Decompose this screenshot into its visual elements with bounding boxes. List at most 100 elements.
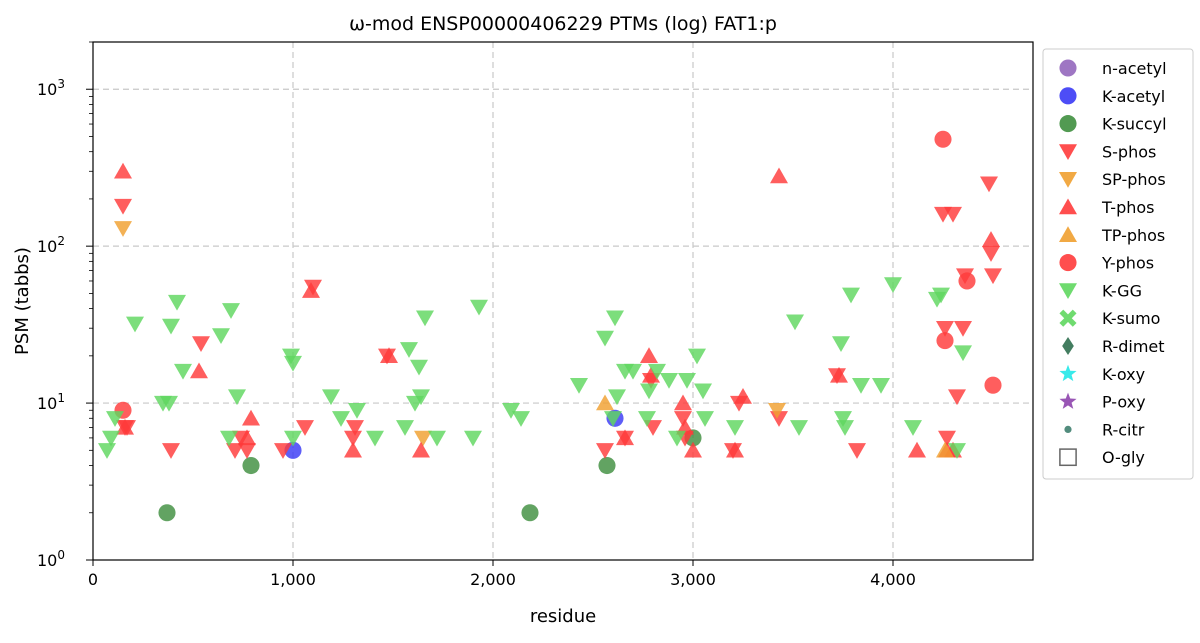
x-tick-label: 0 xyxy=(88,570,98,589)
point-k-gg xyxy=(640,383,658,400)
legend-item-k-gg: K-GG xyxy=(1059,281,1142,300)
legend-marker-p-oxy xyxy=(1059,392,1077,409)
y-tick-label: 101 xyxy=(37,391,65,413)
point-k-gg xyxy=(604,411,622,427)
point-s-phos xyxy=(770,411,788,427)
legend-marker-r-citr xyxy=(1064,425,1072,433)
point-y-phos xyxy=(934,130,952,148)
point-k-succyl xyxy=(598,456,616,475)
legend-label: K-acetyl xyxy=(1102,87,1165,106)
point-t-phos xyxy=(726,441,744,458)
legend-marker-k-acetyl xyxy=(1059,87,1077,105)
legend-label: O-gly xyxy=(1102,448,1145,467)
legend-label: S-phos xyxy=(1102,142,1156,161)
legend-marker-k-succyl xyxy=(1059,115,1077,133)
point-k-gg xyxy=(948,443,966,459)
point-s-phos xyxy=(948,389,966,406)
point-k-gg xyxy=(400,342,418,358)
legend-marker-k-oxy xyxy=(1059,364,1077,382)
legend-item-k-acetyl: K-acetyl xyxy=(1059,87,1165,106)
legend-label: Y-phos xyxy=(1101,254,1154,273)
point-k-gg xyxy=(668,430,686,447)
legend-item-s-phos: S-phos xyxy=(1059,142,1156,161)
point-k-gg xyxy=(872,377,890,394)
legend-label: R-citr xyxy=(1102,420,1145,439)
point-k-gg xyxy=(228,389,246,406)
y-tick-base: 10 xyxy=(37,394,57,413)
point-k-gg xyxy=(168,294,186,311)
x-axis-label: residue xyxy=(530,606,596,627)
point-t-phos xyxy=(982,231,1000,247)
point-t-phos xyxy=(676,418,694,435)
legend-marker-k-sumo xyxy=(1059,309,1077,327)
legend-label: T-phos xyxy=(1101,198,1155,217)
point-t-phos xyxy=(830,366,848,383)
chart-title: ω-mod ENSP00000406229 PTMs (log) FAT1:p xyxy=(349,13,777,35)
point-t-phos xyxy=(302,282,320,298)
data-points xyxy=(98,130,1002,522)
point-t-phos xyxy=(238,429,256,446)
legend-item-n-acetyl: n-acetyl xyxy=(1059,59,1167,78)
legend-label: K-succyl xyxy=(1102,115,1167,134)
point-k-gg xyxy=(726,420,744,436)
point-k-gg xyxy=(904,420,922,436)
point-t-phos xyxy=(114,162,132,179)
point-k-gg xyxy=(512,411,530,427)
point-k-gg xyxy=(696,411,714,427)
x-tick-label: 1,000 xyxy=(270,570,316,589)
point-k-gg xyxy=(410,359,428,376)
legend-marker-s-phos xyxy=(1059,144,1077,160)
point-k-gg xyxy=(220,430,238,447)
y-tick-base: 10 xyxy=(37,551,57,570)
y-tick-label: 100 xyxy=(37,548,65,570)
legend-marker-tp-phos xyxy=(1059,226,1077,242)
point-t-phos xyxy=(770,167,788,184)
legend-item-o-gly: O-gly xyxy=(1059,448,1145,467)
legend-label: P-oxy xyxy=(1102,393,1146,412)
point-k-gg xyxy=(102,430,120,447)
point-s-phos xyxy=(982,246,1000,262)
point-s-phos xyxy=(344,430,362,447)
point-k-gg xyxy=(790,420,808,436)
point-k-gg xyxy=(834,411,852,427)
y-tick-base: 10 xyxy=(37,80,57,99)
legend-marker-o-gly xyxy=(1059,448,1077,467)
y-tick-label: 103 xyxy=(37,77,65,99)
point-k-succyl xyxy=(242,456,260,475)
point-t-phos xyxy=(344,441,362,458)
point-s-phos xyxy=(192,336,210,352)
point-t-phos xyxy=(412,441,430,458)
point-k-gg xyxy=(570,377,588,394)
point-k-gg xyxy=(884,277,902,294)
point-s-phos xyxy=(238,443,256,459)
point-t-phos xyxy=(642,366,660,383)
point-k-gg xyxy=(284,355,302,372)
legend-label: n-acetyl xyxy=(1102,59,1167,78)
point-tp-phos xyxy=(596,394,614,411)
point-k-gg xyxy=(832,336,850,352)
point-s-phos xyxy=(984,268,1002,285)
legend-marker-y-phos xyxy=(1059,254,1077,272)
point-k-gg xyxy=(332,411,350,427)
point-k-gg xyxy=(428,430,446,447)
point-k-gg xyxy=(688,348,706,365)
legend-item-r-dimet: R-dimet xyxy=(1062,337,1165,356)
point-k-gg xyxy=(416,310,434,327)
point-k-gg xyxy=(660,372,678,389)
legend-item-t-phos: T-phos xyxy=(1059,198,1155,217)
y-tick-label: 102 xyxy=(37,234,65,256)
legend-label: TP-phos xyxy=(1101,226,1165,245)
point-s-phos xyxy=(162,443,180,459)
point-t-phos xyxy=(116,418,134,435)
y-tick-exponent: 2 xyxy=(57,234,65,248)
point-k-gg xyxy=(694,383,712,400)
legend-frame xyxy=(1042,48,1194,480)
point-k-gg xyxy=(284,430,302,447)
point-t-phos xyxy=(190,362,208,379)
point-k-gg xyxy=(174,363,192,380)
point-s-phos xyxy=(346,420,364,436)
point-s-phos xyxy=(980,176,998,193)
point-k-gg xyxy=(98,443,116,459)
point-tp-phos xyxy=(936,441,954,458)
